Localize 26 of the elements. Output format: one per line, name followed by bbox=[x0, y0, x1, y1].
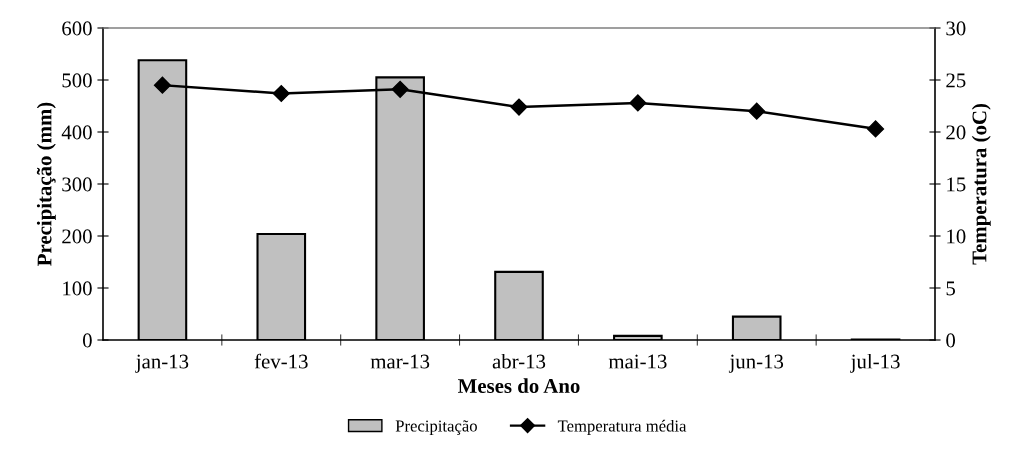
x-tick-label: fev-13 bbox=[254, 353, 308, 369]
y-tick-label: 0 bbox=[82, 333, 92, 348]
y2-tick-label: 30 bbox=[946, 21, 966, 36]
x-tick-label: abr-13 bbox=[492, 353, 546, 369]
y-tick-label: 600 bbox=[62, 21, 92, 36]
x-tick-label: mai-13 bbox=[608, 354, 667, 369]
y2-tick-label: 15 bbox=[947, 177, 966, 192]
y-tick-label: 100 bbox=[63, 281, 92, 296]
y2-tick-label: 5 bbox=[946, 281, 956, 296]
x-tick-label: jul-13 bbox=[850, 353, 900, 373]
y2-tick-label: 25 bbox=[946, 73, 966, 88]
y-axis-title: Precipitação (mm) bbox=[36, 102, 56, 266]
x-tick-label: mar-13 bbox=[370, 354, 430, 369]
y2-tick-label: 0 bbox=[946, 333, 956, 348]
y-tick-label: 300 bbox=[62, 177, 92, 192]
x-axis-title: Meses do Ano bbox=[458, 378, 580, 393]
y2-tick-label: 10 bbox=[947, 229, 966, 244]
y2-tick-label: 20 bbox=[946, 125, 966, 140]
y2-axis-title: Temperatura (oC) bbox=[971, 104, 991, 265]
legend-label: Temperatura média bbox=[557, 419, 687, 435]
legend-label: Precipitação bbox=[395, 420, 477, 435]
y-tick-label: 200 bbox=[62, 229, 92, 244]
x-tick-label: jun-13 bbox=[728, 354, 784, 373]
y-tick-label: 500 bbox=[62, 73, 92, 88]
x-tick-label: jan-13 bbox=[135, 354, 189, 373]
y-tick-label: 400 bbox=[61, 125, 92, 140]
